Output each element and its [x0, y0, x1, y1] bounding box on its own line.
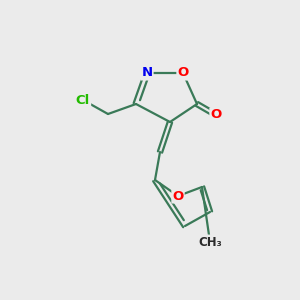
Text: O: O — [210, 109, 222, 122]
Text: O: O — [177, 67, 189, 80]
Text: CH₃: CH₃ — [198, 236, 222, 248]
Text: N: N — [141, 67, 153, 80]
Text: O: O — [172, 190, 184, 202]
Text: Cl: Cl — [76, 94, 90, 106]
